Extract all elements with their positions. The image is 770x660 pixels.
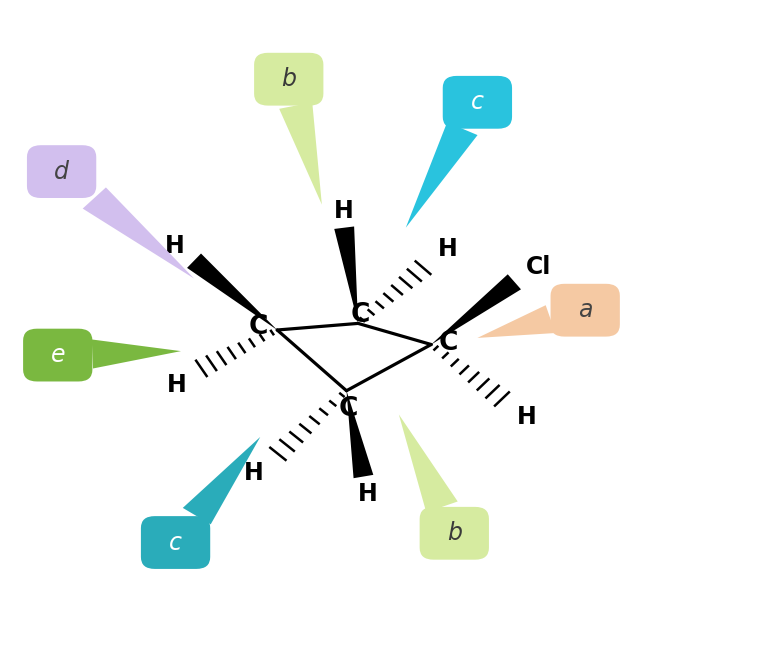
Text: c: c [169, 531, 182, 554]
Text: C: C [438, 329, 458, 356]
Polygon shape [346, 391, 373, 478]
FancyBboxPatch shape [141, 516, 210, 569]
Text: C: C [338, 396, 358, 422]
FancyBboxPatch shape [23, 329, 92, 381]
Text: H: H [334, 199, 354, 222]
Polygon shape [82, 187, 194, 279]
Text: H: H [437, 238, 457, 261]
Text: b: b [281, 67, 296, 91]
Text: H: H [517, 405, 537, 429]
Polygon shape [406, 122, 477, 228]
Text: a: a [578, 298, 592, 322]
Text: H: H [357, 482, 377, 506]
FancyBboxPatch shape [254, 53, 323, 106]
FancyBboxPatch shape [551, 284, 620, 337]
Text: C: C [248, 314, 268, 340]
Polygon shape [477, 305, 555, 338]
Text: C: C [350, 302, 370, 329]
Polygon shape [280, 102, 322, 205]
Text: H: H [167, 374, 187, 397]
Text: Cl: Cl [527, 255, 551, 279]
FancyBboxPatch shape [443, 76, 512, 129]
Polygon shape [182, 437, 260, 524]
Text: b: b [447, 521, 462, 545]
Text: H: H [243, 461, 263, 484]
Text: d: d [54, 160, 69, 183]
Polygon shape [334, 226, 358, 323]
Text: c: c [471, 90, 484, 114]
Polygon shape [399, 414, 457, 512]
Text: H: H [165, 234, 185, 257]
FancyBboxPatch shape [420, 507, 489, 560]
Polygon shape [431, 275, 521, 345]
Polygon shape [187, 253, 277, 330]
Polygon shape [92, 339, 181, 368]
Text: e: e [51, 343, 65, 367]
FancyBboxPatch shape [27, 145, 96, 198]
